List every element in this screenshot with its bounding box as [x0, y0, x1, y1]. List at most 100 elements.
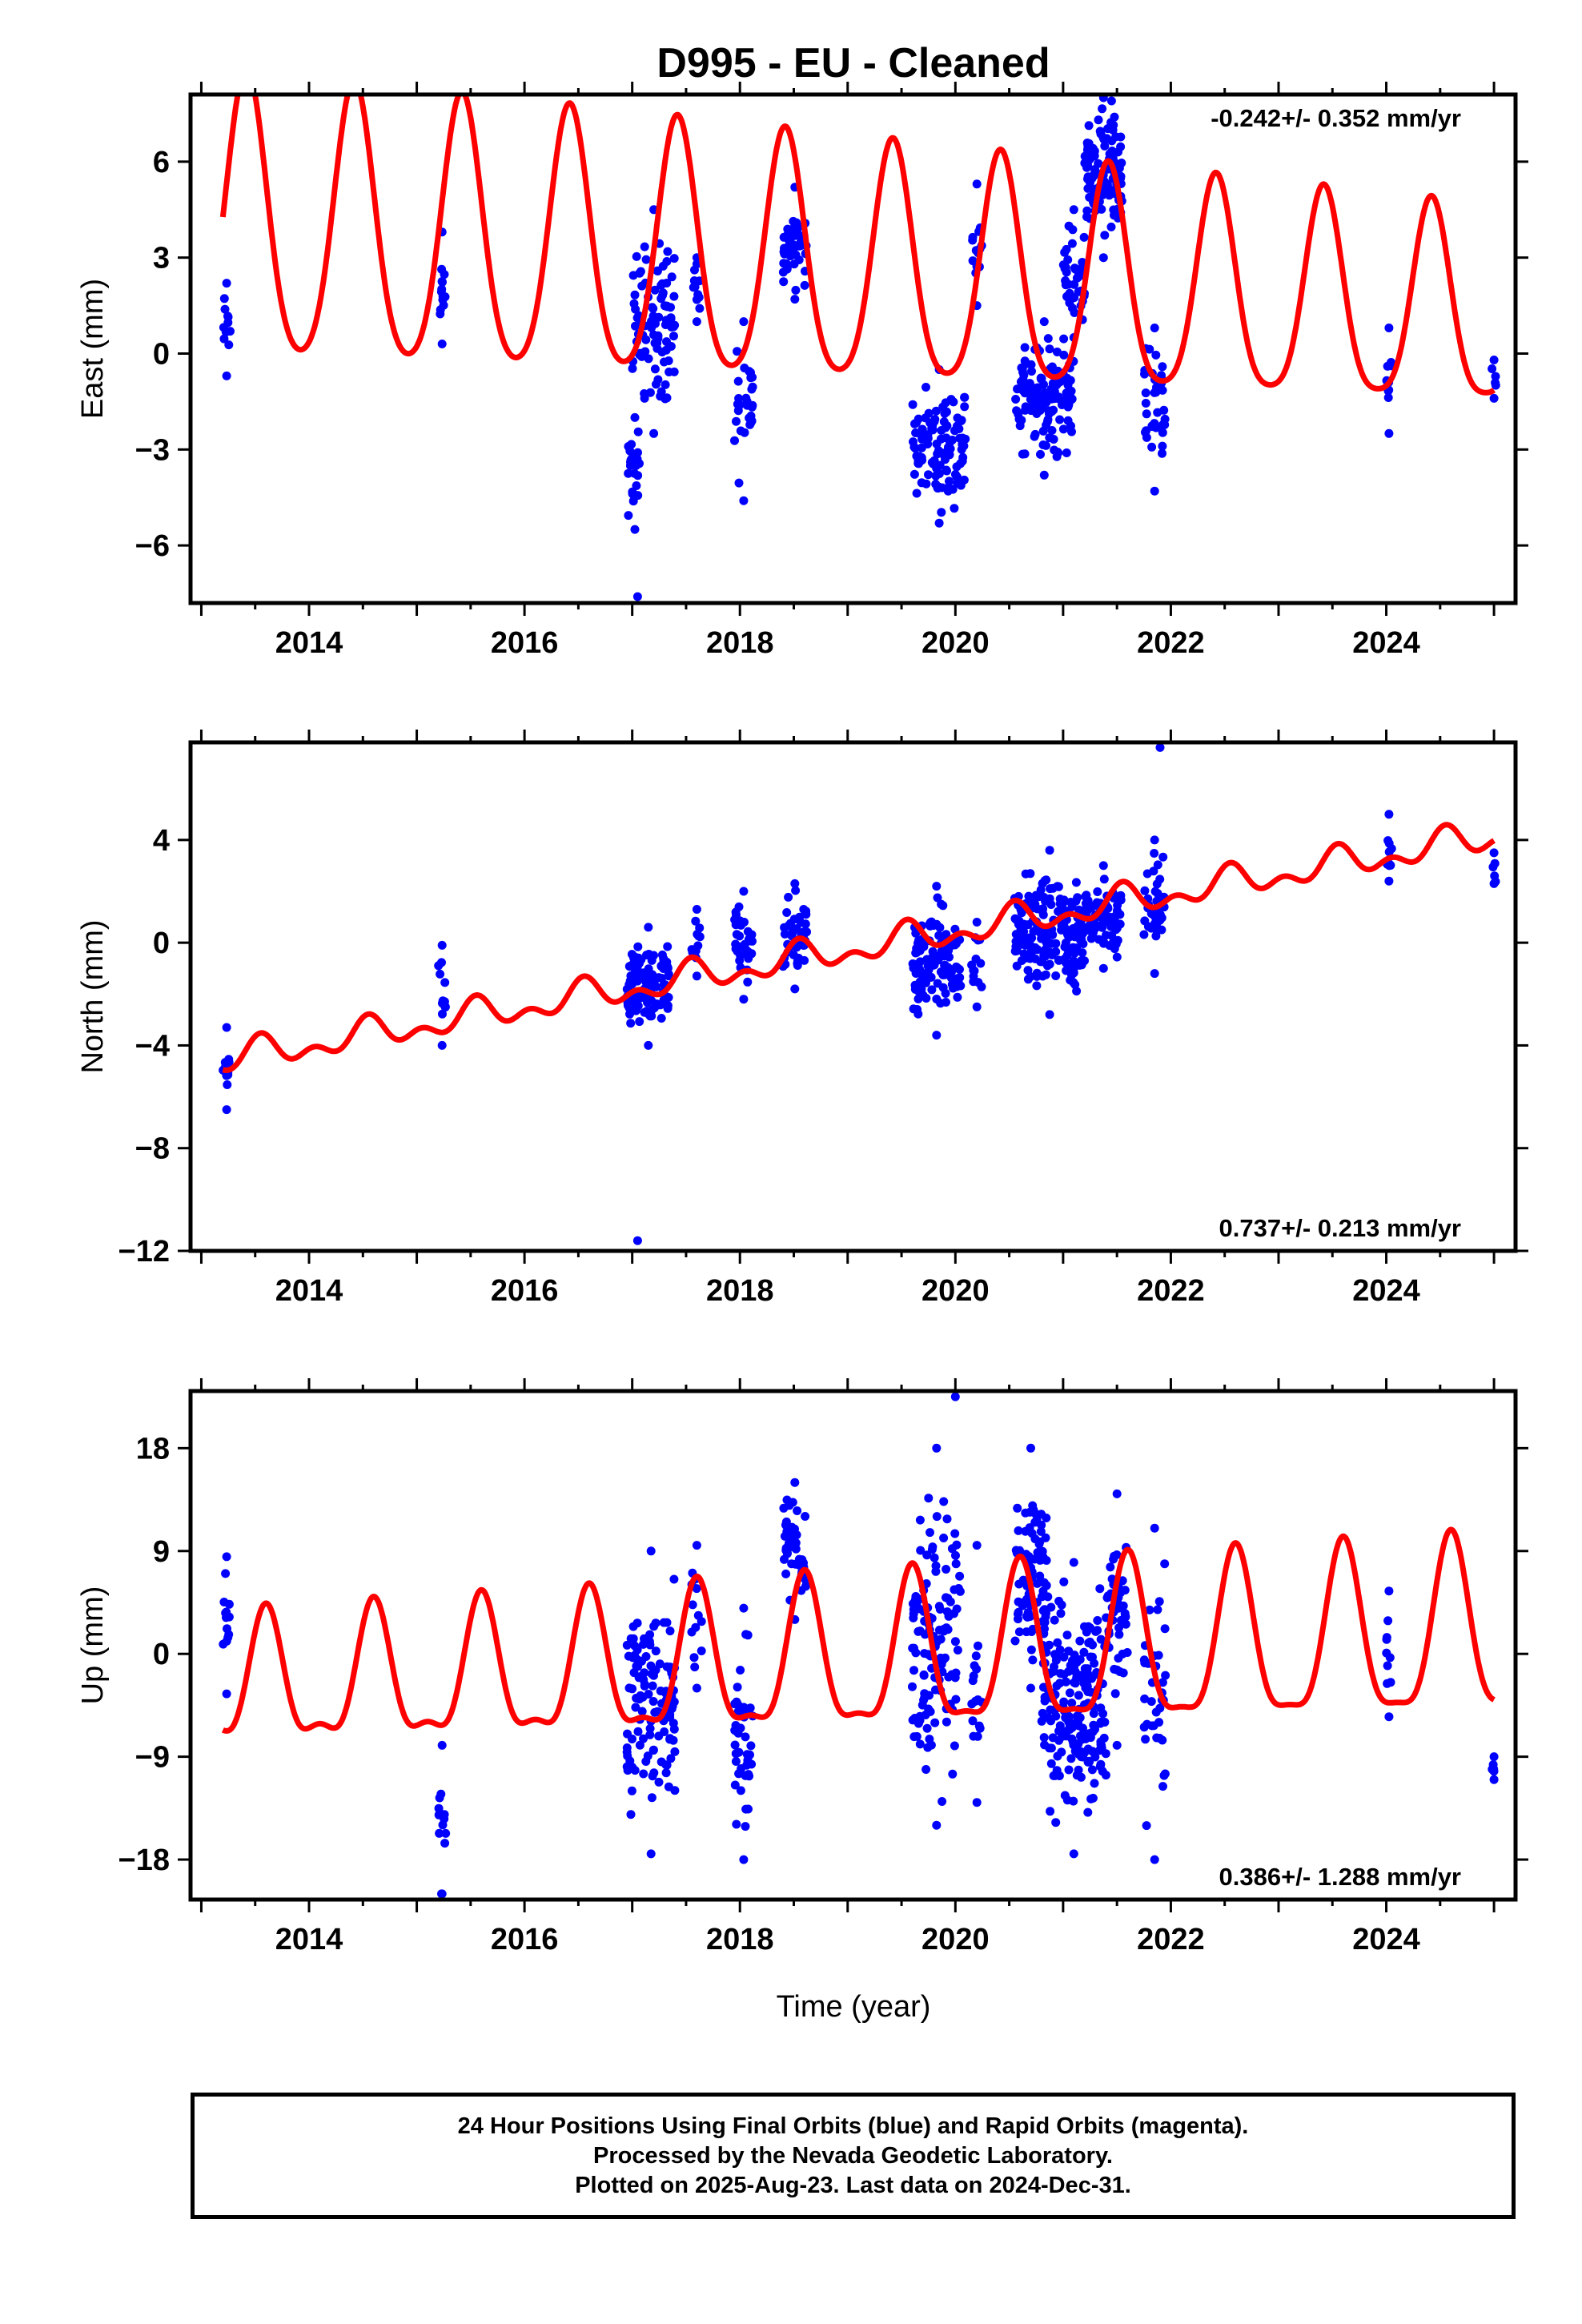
data-point [1075, 1636, 1085, 1646]
data-point [927, 985, 937, 995]
data-point [1036, 1546, 1046, 1556]
data-point [219, 1598, 229, 1606]
data-point [1153, 1605, 1162, 1614]
y-tick-label: −3 [135, 433, 170, 467]
data-point [1114, 1623, 1123, 1633]
data-point [1045, 1640, 1054, 1650]
data-point [650, 285, 660, 295]
data-point [921, 1765, 931, 1774]
data-point [950, 1637, 960, 1647]
data-point [1112, 952, 1122, 962]
data-point [1118, 1668, 1128, 1678]
data-point [633, 427, 643, 436]
data-point [1084, 155, 1094, 165]
data-point [1027, 1627, 1036, 1636]
data-point [1062, 448, 1071, 457]
data-point [222, 1689, 231, 1699]
data-point [1066, 421, 1075, 431]
data-point [1027, 367, 1036, 376]
data-point [1118, 1601, 1128, 1610]
data-point [914, 1604, 924, 1614]
data-point [645, 1730, 655, 1739]
data-point [624, 1003, 634, 1013]
data-point [1028, 1501, 1038, 1510]
data-point [1109, 938, 1118, 947]
data-point [960, 392, 970, 402]
data-point [635, 459, 644, 468]
data-point [665, 1710, 675, 1719]
data-point [736, 1786, 745, 1795]
data-point [645, 1630, 655, 1639]
data-point [938, 970, 948, 979]
data-point [1150, 388, 1159, 397]
data-point [1145, 344, 1154, 354]
data-point [1071, 896, 1081, 906]
data-point [690, 282, 700, 292]
model-fit-line [221, 1526, 1496, 1734]
data-point [1159, 405, 1169, 415]
data-point [923, 1743, 933, 1752]
data-point [951, 1559, 961, 1569]
data-point [624, 468, 633, 478]
data-point [1094, 159, 1103, 168]
data-point [908, 400, 917, 409]
data-point [632, 1618, 642, 1628]
data-point [1042, 961, 1052, 971]
data-point [1055, 415, 1065, 424]
data-point [219, 334, 229, 344]
data-point [1384, 1586, 1394, 1596]
data-point [932, 1820, 942, 1830]
data-point [1030, 954, 1040, 963]
data-point [630, 290, 640, 300]
data-point [1101, 1771, 1110, 1780]
data-point [1019, 919, 1029, 929]
data-point [972, 1002, 982, 1011]
data-point [968, 1676, 978, 1686]
data-point [1011, 395, 1021, 404]
data-point [669, 254, 679, 263]
data-point [1081, 891, 1090, 901]
data-point [1026, 390, 1036, 400]
data-point [796, 237, 805, 247]
data-point [1150, 969, 1159, 979]
data-point [1083, 183, 1093, 193]
data-point [1150, 1523, 1159, 1533]
data-point [1114, 892, 1123, 902]
data-point [1045, 1743, 1054, 1753]
data-point [942, 1717, 951, 1727]
data-point [1079, 232, 1089, 242]
data-point [661, 345, 671, 355]
data-point [222, 279, 231, 288]
data-point [1384, 861, 1394, 870]
data-point [692, 317, 701, 327]
data-point [930, 1553, 939, 1562]
data-point [669, 292, 679, 301]
data-point [744, 947, 753, 957]
data-point [743, 1755, 753, 1765]
data-point [1106, 222, 1116, 231]
data-point [953, 992, 962, 1002]
data-point [787, 1559, 797, 1569]
data-point [1034, 1539, 1044, 1549]
data-point [1073, 921, 1082, 931]
data-point [793, 1506, 802, 1515]
data-point [627, 458, 636, 468]
data-point [666, 303, 675, 312]
data-point [1489, 879, 1499, 888]
data-point [941, 1653, 950, 1663]
data-point [1043, 1592, 1053, 1602]
data-point [1109, 1554, 1118, 1564]
data-point [794, 1554, 804, 1564]
data-point [1106, 1562, 1115, 1572]
data-point [1079, 1647, 1089, 1657]
data-point [924, 408, 934, 418]
y-tick-label: −9 [135, 1741, 170, 1775]
data-point [649, 1622, 659, 1631]
data-point [932, 1443, 942, 1453]
data-point [1081, 923, 1090, 933]
data-point [1064, 1647, 1074, 1656]
data-point [1039, 380, 1048, 389]
data-point [1098, 963, 1108, 973]
data-point [1051, 971, 1061, 980]
data-point [1076, 1772, 1086, 1782]
